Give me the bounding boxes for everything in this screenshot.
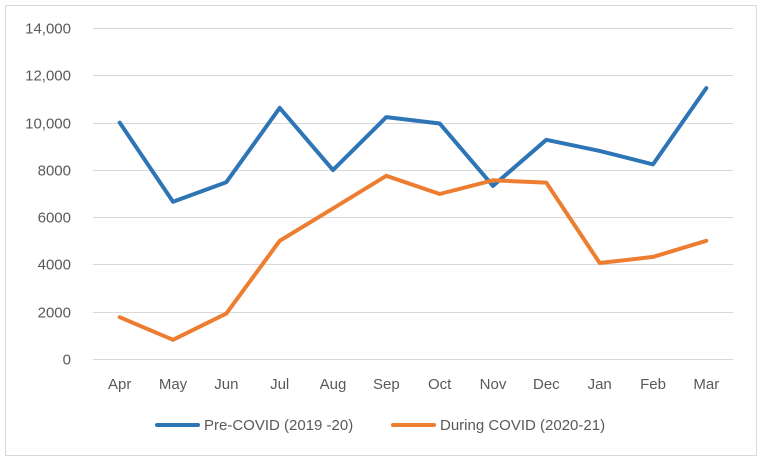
y-axis-ticks: 0 2000 4000 6000 8000 10,000 12,000 14,000 [25,21,71,369]
data-point [651,162,655,166]
legend: Pre-COVID (2019 -20) During COVID (2020-2… [155,417,605,434]
data-point [224,312,228,316]
data-point [598,149,602,153]
y-tick-label: 2000 [38,305,71,322]
data-point [544,181,548,185]
x-tick-label: Mar [693,376,719,393]
chart-border [5,5,757,456]
data-point [491,178,495,182]
x-tick-label: Dec [533,376,560,393]
x-tick-label: Nov [480,376,507,393]
data-point [331,168,335,172]
x-tick-label: Apr [108,376,131,393]
data-point [384,115,388,119]
x-tick-label: Jul [270,376,289,393]
data-point [438,192,442,196]
data-point [598,261,602,265]
x-tick-label: Oct [428,376,452,393]
series-line-during-covid [117,173,709,342]
data-point [544,138,548,142]
x-tick-label: Aug [320,376,347,393]
data-point [384,174,388,178]
data-point [438,122,442,126]
y-tick-label: 10,000 [25,116,71,133]
data-point [704,86,708,90]
y-tick-label: 8000 [38,163,71,180]
x-tick-label: Jan [588,376,612,393]
data-point [171,200,175,204]
legend-label: During COVID (2020-21) [440,417,605,434]
data-point [171,338,175,342]
data-point [704,239,708,243]
series-line-pre-covid [117,86,709,204]
x-tick-label: Feb [640,376,666,393]
x-tick-label: Sep [373,376,400,393]
y-tick-label: 12,000 [25,68,71,85]
y-tick-label: 14,000 [25,21,71,38]
data-point [491,184,495,188]
y-tick-label: 4000 [38,257,71,274]
data-point [118,121,122,125]
data-point [331,206,335,210]
x-tick-label: Jun [214,376,238,393]
data-point [278,106,282,110]
x-axis-ticks: Apr May Jun Jul Aug Sep Oct Nov Dec Jan Feb Mar [108,376,719,393]
y-tick-label: 0 [63,352,71,369]
legend-label: Pre-COVID (2019 -20) [204,417,353,434]
data-point [278,239,282,243]
series-lines [117,86,709,342]
gridlines [93,28,733,360]
data-point [651,255,655,259]
data-point [224,180,228,184]
x-tick-label: May [159,376,188,393]
y-tick-label: 6000 [38,210,71,227]
data-point [118,315,122,319]
